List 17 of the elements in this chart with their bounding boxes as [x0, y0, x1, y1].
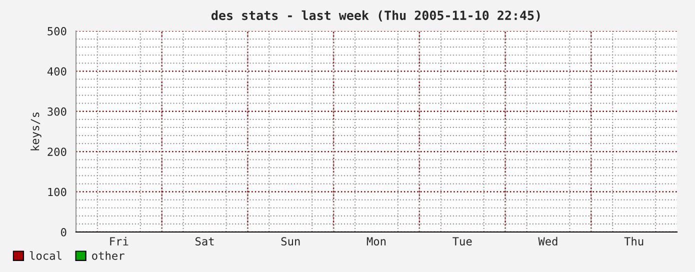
y-tick-label: 200 — [48, 148, 66, 156]
y-tick-label: 100 — [48, 188, 66, 196]
x-tick-label: Wed — [538, 236, 558, 246]
x-tick-label: Sun — [281, 237, 300, 246]
y-tick-label: 400 — [47, 67, 66, 76]
y-tick-label: 500 — [48, 27, 66, 36]
y-axis-title: keys/s — [30, 112, 42, 150]
y-tick-label: 0 — [61, 228, 66, 236]
x-tick-label: Tue — [452, 237, 472, 246]
x-tick-label: Mon — [366, 237, 386, 246]
chart-title: des stats - last week (Thu 2005-11-10 22:45) — [211, 10, 540, 22]
y-tick-label: 300 — [48, 107, 66, 116]
legend-label: local — [30, 251, 62, 260]
x-tick-label: Fri — [110, 236, 128, 246]
x-tick-label: Sat — [196, 237, 214, 246]
x-tick-label: Thu — [624, 236, 644, 246]
legend-label: other — [92, 251, 124, 260]
